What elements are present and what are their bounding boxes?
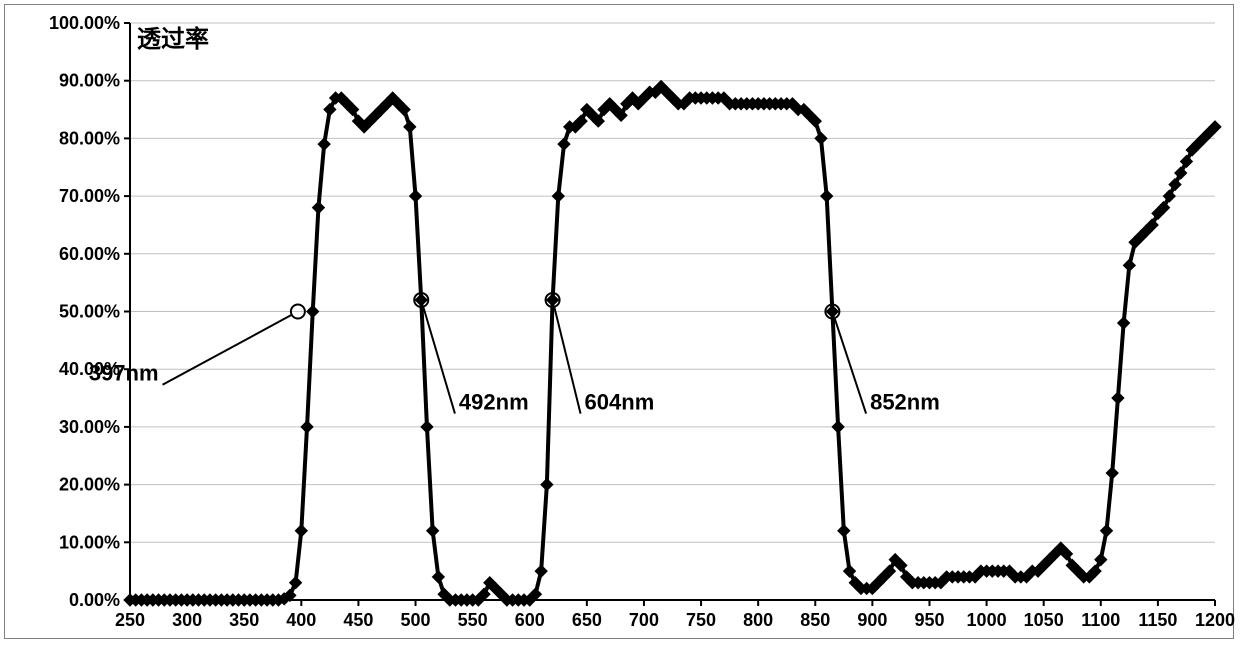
x-tick-label: 750 — [686, 610, 716, 630]
series-marker — [821, 190, 833, 202]
x-tick-label: 1100 — [1081, 610, 1120, 630]
x-tick-label: 1200 — [1195, 610, 1235, 630]
y-tick-label: 20.00% — [59, 475, 120, 495]
series-marker — [421, 421, 433, 433]
series-marker — [427, 525, 439, 537]
series-marker — [541, 479, 553, 491]
y-tick-label: 100.00% — [49, 13, 120, 33]
series-marker — [552, 190, 564, 202]
annotation-label: 492nm — [459, 390, 529, 415]
chart-frame: 0.00%10.00%20.00%30.00%40.00%50.00%60.00… — [4, 4, 1234, 639]
annotation-leader — [835, 319, 866, 413]
y-tick-label: 30.00% — [59, 417, 120, 437]
x-tick-label: 800 — [743, 610, 773, 630]
y-tick-label: 90.00% — [59, 71, 120, 91]
x-tick-label: 700 — [629, 610, 659, 630]
series-marker — [832, 421, 844, 433]
y-tick-label: 50.00% — [59, 302, 120, 322]
series-marker — [301, 421, 313, 433]
series-marker — [838, 525, 850, 537]
series-marker — [404, 121, 416, 133]
x-tick-label: 450 — [343, 610, 373, 630]
x-tick-label: 500 — [401, 610, 431, 630]
annotation-leader — [163, 315, 291, 384]
x-tick-label: 850 — [800, 610, 830, 630]
x-tick-label: 900 — [857, 610, 887, 630]
annotation-leader — [424, 308, 455, 414]
series-marker — [318, 138, 330, 150]
y-tick-label: 60.00% — [59, 244, 120, 264]
annotation-label: 397nm — [89, 361, 159, 386]
series-marker — [535, 565, 547, 577]
x-tick-label: 300 — [172, 610, 202, 630]
series-marker — [1101, 525, 1113, 537]
x-tick-label: 550 — [458, 610, 488, 630]
x-tick-label: 950 — [914, 610, 944, 630]
series-marker — [415, 294, 427, 306]
series-marker — [826, 306, 838, 318]
annotation-label: 604nm — [585, 390, 655, 415]
x-tick-label: 250 — [115, 610, 145, 630]
y-tick-label: 0.00% — [69, 590, 120, 610]
transmission-chart: 0.00%10.00%20.00%30.00%40.00%50.00%60.00… — [5, 5, 1235, 640]
x-tick-label: 650 — [572, 610, 602, 630]
annotation-label: 852nm — [870, 390, 940, 415]
series-marker — [1123, 259, 1135, 271]
series-marker — [1106, 467, 1118, 479]
y-tick-label: 10.00% — [59, 532, 120, 552]
x-tick-label: 400 — [286, 610, 316, 630]
x-tick-label: 1000 — [967, 610, 1007, 630]
series-marker — [558, 138, 570, 150]
series-marker — [815, 132, 827, 144]
series-marker — [290, 577, 302, 589]
x-tick-label: 1150 — [1138, 610, 1177, 630]
annotation-leader — [554, 308, 580, 414]
series-marker — [547, 294, 559, 306]
y-tick-label: 80.00% — [59, 128, 120, 148]
x-tick-label: 1050 — [1024, 610, 1064, 630]
series-marker — [410, 190, 422, 202]
x-tick-label: 600 — [515, 610, 545, 630]
series-marker — [295, 525, 307, 537]
series-marker — [307, 306, 319, 318]
series-marker — [1118, 317, 1130, 329]
x-tick-label: 350 — [229, 610, 259, 630]
series-marker — [312, 202, 324, 214]
y-axis-title: 透过率 — [137, 19, 209, 54]
series-marker — [432, 571, 444, 583]
y-tick-label: 70.00% — [59, 186, 120, 206]
series-marker — [1112, 392, 1124, 404]
series-line — [130, 86, 1215, 600]
